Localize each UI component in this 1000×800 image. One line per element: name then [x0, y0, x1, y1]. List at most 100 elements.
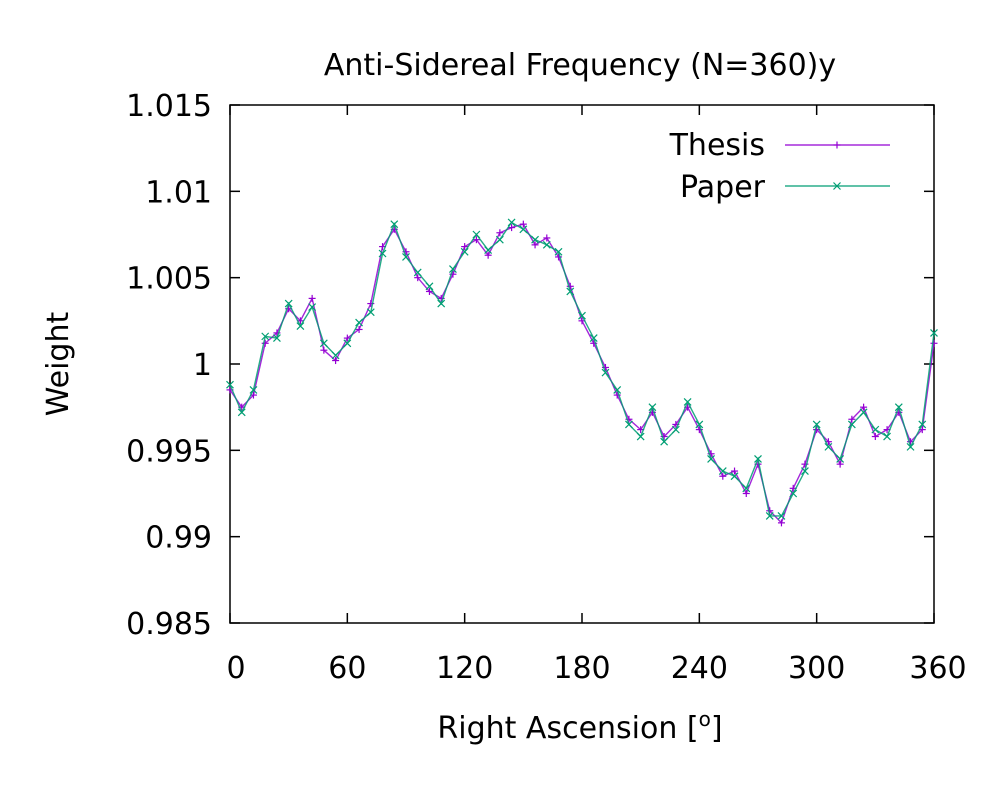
data-point: [601, 368, 610, 377]
y-tick-label: 1.005: [126, 262, 212, 297]
data-point: [273, 334, 281, 343]
y-tick-label: 0.995: [126, 434, 212, 469]
series-line-thesis: [229, 223, 935, 525]
data-point: [355, 318, 363, 327]
data-point: [378, 249, 387, 258]
data-point: [683, 398, 692, 406]
data-point: [495, 235, 504, 244]
data-point: [671, 425, 680, 434]
data-point: [871, 425, 880, 434]
data-point: [413, 268, 422, 277]
data-point: [461, 243, 469, 251]
data-point: [554, 247, 563, 256]
data-point: [847, 420, 856, 429]
data-point: [402, 253, 410, 261]
data-point: [355, 325, 363, 333]
data-point: [754, 455, 762, 463]
data-point: [519, 225, 528, 234]
y-axis-title: Weight: [41, 312, 76, 417]
data-point: [566, 287, 575, 296]
data-point: [848, 415, 856, 423]
legend: Thesis Paper: [669, 128, 890, 205]
data-point: [812, 420, 821, 429]
legend-marker-point: [833, 141, 841, 149]
data-point: [930, 328, 938, 337]
data-point: [531, 235, 539, 244]
data-point: [542, 240, 551, 249]
data-point: [343, 339, 352, 348]
data-point: [319, 339, 328, 348]
data-point: [320, 346, 328, 354]
data-point: [390, 220, 399, 229]
data-point: [906, 442, 915, 451]
data-point: [613, 385, 622, 394]
data-point: [589, 334, 598, 343]
series-paper: [226, 218, 938, 520]
legend-label-thesis: Thesis: [669, 128, 765, 163]
data-point: [496, 229, 504, 237]
data-point: [508, 224, 516, 232]
data-point: [707, 455, 715, 463]
data-point: [918, 420, 927, 429]
data-point: [871, 433, 879, 441]
data-point: [261, 339, 269, 347]
data-point: [860, 403, 868, 411]
data-point: [261, 332, 270, 341]
data-point: [308, 303, 317, 311]
data-point: [366, 308, 375, 317]
data-point: [237, 408, 246, 417]
series-thesis: [226, 220, 938, 527]
data-point: [883, 432, 891, 441]
data-point: [414, 274, 422, 282]
legend-marker-point: [833, 182, 841, 190]
data-point: [636, 432, 645, 441]
data-point: [789, 489, 798, 498]
data-point: [519, 220, 527, 228]
data-point: [859, 408, 868, 417]
data-point: [507, 218, 516, 227]
data-point: [460, 247, 469, 256]
data-point: [249, 385, 258, 394]
data-point: [284, 299, 293, 308]
data-point: [801, 467, 809, 475]
data-point: [555, 253, 563, 261]
data-point: [777, 519, 785, 527]
data-point: [731, 467, 739, 475]
legend-marker-paper: [833, 182, 841, 190]
y-tick-label: 1.01: [145, 175, 212, 210]
data-point: [472, 230, 481, 239]
data-point: [296, 322, 305, 330]
data-point: [718, 467, 727, 475]
data-point: [719, 472, 727, 480]
data-point: [777, 512, 786, 520]
data-point: [836, 455, 845, 463]
y-tick-label: 1: [193, 348, 212, 383]
data-point: [625, 420, 633, 429]
data-point: [695, 420, 704, 429]
x-tick-label: 120: [436, 651, 493, 686]
data-point: [484, 251, 492, 259]
data-point: [578, 311, 586, 320]
x-tick-label: 360: [909, 651, 966, 686]
data-point: [332, 357, 340, 365]
data-point: [484, 246, 493, 254]
data-point: [894, 403, 903, 412]
data-point: [742, 490, 750, 497]
y-tick-label: 1.015: [126, 89, 212, 124]
data-point: [543, 234, 551, 242]
data-point: [648, 403, 657, 412]
x-tick-label: 180: [553, 651, 610, 686]
data-point: [824, 442, 833, 451]
data-point: [930, 339, 938, 347]
x-tick-label: 60: [328, 651, 366, 686]
data-point: [531, 241, 539, 249]
data-point: [660, 437, 669, 446]
data-point: [566, 282, 574, 290]
x-tick-label: 0: [226, 651, 245, 686]
data-point: [425, 287, 433, 295]
data-point: [742, 484, 751, 493]
data-point: [449, 265, 457, 273]
series-line-paper: [229, 221, 935, 517]
data-point: [425, 282, 434, 291]
